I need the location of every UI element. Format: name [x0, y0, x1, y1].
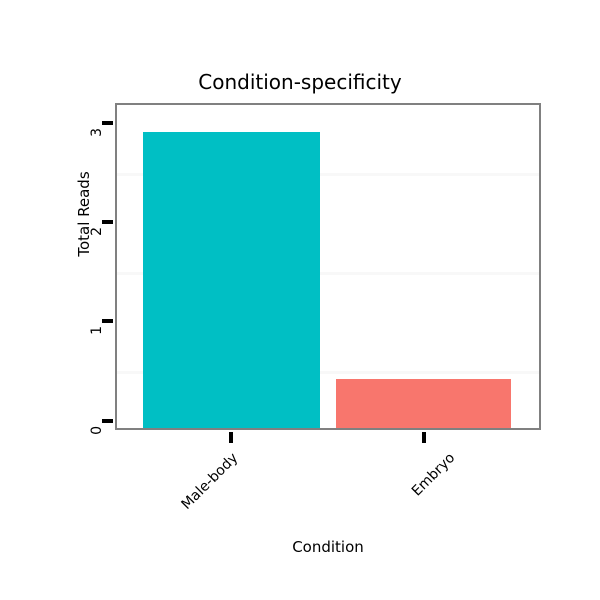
y-tick-label-0: 0 [89, 426, 105, 435]
chart-title: Condition-specificity [198, 70, 402, 94]
x-axis-title: Condition [292, 538, 364, 556]
y-tick-mark-0 [102, 419, 113, 423]
y-tick-mark-2 [102, 220, 113, 224]
x-tick-mark-embryo [422, 432, 426, 443]
y-tick-mark-1 [102, 319, 113, 323]
y-tick-label-3: 3 [89, 128, 105, 137]
plot-panel-inner [117, 105, 539, 428]
y-tick-label-2: 2 [89, 227, 105, 236]
bar-embryo[interactable] [336, 379, 511, 428]
x-tick-mark-male-body [229, 432, 233, 443]
gridline-0-5 [117, 371, 539, 374]
plot-panel [115, 103, 541, 430]
y-tick-mark-3 [102, 121, 113, 125]
gridline-2-5 [117, 173, 539, 176]
bar-male-body[interactable] [143, 132, 320, 428]
gridline-1-5 [117, 272, 539, 275]
y-tick-label-1: 1 [89, 326, 105, 335]
